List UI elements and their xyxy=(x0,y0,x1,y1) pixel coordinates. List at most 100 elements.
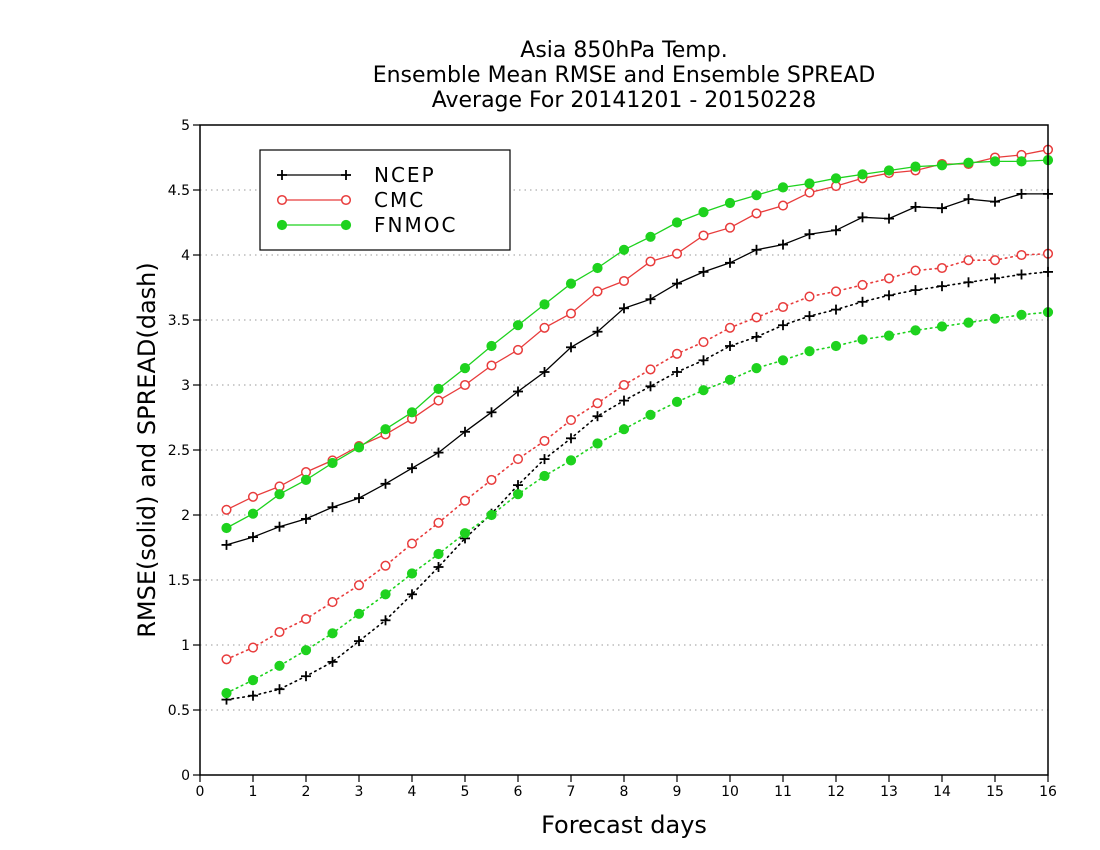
data-point-fnmoc-rmse xyxy=(274,489,285,500)
series-line-cmc-spread xyxy=(225,252,1049,661)
data-point-ncep-spread xyxy=(884,290,894,301)
legend-marker-cmc xyxy=(276,194,288,206)
data-point-ncep-rmse xyxy=(221,539,232,550)
data-point-fnmoc-rmse xyxy=(671,217,683,228)
data-point-ncep-rmse xyxy=(274,521,285,532)
data-point-ncep-spread xyxy=(592,411,603,422)
data-point-ncep-spread xyxy=(831,304,841,315)
x-tick-label: 1 xyxy=(249,784,258,800)
y-tick-label: 0 xyxy=(181,768,190,784)
data-point-ncep-spread xyxy=(778,320,788,331)
data-point-fnmoc-spread xyxy=(989,313,1001,324)
data-point-fnmoc-rmse xyxy=(989,156,1001,167)
data-point-cmc-spread xyxy=(512,454,524,465)
legend-label-fnmoc: FNMOC xyxy=(374,213,457,237)
data-point-cmc-spread xyxy=(645,364,656,375)
data-point-cmc-spread xyxy=(751,312,762,323)
data-point-cmc-rmse xyxy=(486,360,497,371)
data-point-fnmoc-rmse xyxy=(936,160,948,171)
x-tick-label: 12 xyxy=(827,784,845,800)
data-point-cmc-spread xyxy=(565,415,577,426)
data-point-cmc-rmse xyxy=(751,208,762,219)
data-point-ncep-spread xyxy=(725,341,735,351)
data-point-ncep-rmse xyxy=(407,463,417,474)
data-point-cmc-spread xyxy=(300,613,312,625)
data-point-fnmoc-spread xyxy=(486,509,497,521)
data-point-ncep-rmse xyxy=(698,266,709,277)
data-point-ncep-spread xyxy=(274,684,285,695)
data-point-cmc-rmse xyxy=(247,491,259,502)
data-point-cmc-spread xyxy=(406,538,418,549)
data-point-ncep-rmse xyxy=(539,367,550,377)
x-tick-label: 8 xyxy=(620,784,629,800)
data-point-ncep-spread xyxy=(937,281,947,292)
data-point-cmc-spread xyxy=(883,273,895,284)
y-axis-title: RMSE(solid) and SPREAD(dash) xyxy=(133,262,161,638)
x-tick-label: 7 xyxy=(567,784,576,800)
data-point-ncep-spread xyxy=(380,615,391,626)
data-point-fnmoc-rmse xyxy=(512,320,524,331)
data-point-cmc-spread xyxy=(963,255,974,266)
data-point-cmc-spread xyxy=(989,255,1001,266)
series-line-ncep-spread xyxy=(225,271,1049,701)
data-point-fnmoc-spread xyxy=(671,396,683,407)
series-cmc-rmse xyxy=(221,144,1054,515)
data-point-ncep-rmse xyxy=(778,239,788,250)
data-point-cmc-spread xyxy=(804,291,815,302)
data-point-ncep-rmse xyxy=(804,229,815,240)
data-point-fnmoc-rmse xyxy=(486,340,497,352)
data-point-ncep-spread xyxy=(354,636,364,647)
data-point-fnmoc-rmse xyxy=(724,197,736,209)
data-point-fnmoc-rmse xyxy=(777,182,789,193)
data-point-fnmoc-rmse xyxy=(1016,156,1027,167)
x-tick-label: 14 xyxy=(933,784,951,800)
data-point-cmc-rmse xyxy=(592,286,603,297)
data-point-fnmoc-spread xyxy=(1016,309,1027,320)
series-line-fnmoc-spread xyxy=(225,311,1049,694)
data-point-fnmoc-rmse xyxy=(645,231,656,242)
data-point-fnmoc-spread xyxy=(247,675,259,686)
data-point-fnmoc-rmse xyxy=(857,169,868,180)
data-point-ncep-spread xyxy=(1016,269,1027,280)
data-point-ncep-rmse xyxy=(645,294,656,305)
x-tick-label: 13 xyxy=(880,784,898,800)
data-point-fnmoc-spread xyxy=(327,628,338,639)
data-point-fnmoc-spread xyxy=(565,455,577,466)
data-point-ncep-rmse xyxy=(433,447,444,458)
y-tick-label: 2.5 xyxy=(168,443,190,459)
data-point-ncep-spread xyxy=(539,454,550,465)
data-point-ncep-spread xyxy=(990,273,1000,284)
data-point-fnmoc-spread xyxy=(777,355,789,366)
data-point-fnmoc-spread xyxy=(274,660,285,671)
legend-label-ncep: NCEP xyxy=(374,163,436,187)
data-point-cmc-rmse xyxy=(777,200,789,211)
data-point-ncep-spread xyxy=(857,296,868,307)
data-point-cmc-rmse xyxy=(512,344,524,355)
legend-marker-fnmoc xyxy=(340,219,352,231)
data-point-cmc-spread xyxy=(459,495,471,506)
data-point-ncep-spread xyxy=(433,562,444,572)
data-point-fnmoc-rmse xyxy=(618,244,630,255)
series-ncep-rmse xyxy=(221,188,1053,550)
x-tick-label: 11 xyxy=(774,784,792,800)
data-point-cmc-spread xyxy=(857,279,868,290)
y-tick-label: 5 xyxy=(181,118,190,134)
data-point-ncep-rmse xyxy=(592,326,603,337)
data-point-ncep-spread xyxy=(645,381,656,392)
data-point-ncep-rmse xyxy=(937,203,947,214)
data-point-ncep-spread xyxy=(804,311,815,322)
data-point-cmc-spread xyxy=(724,322,736,333)
data-point-cmc-spread xyxy=(247,642,259,653)
data-point-ncep-rmse xyxy=(513,386,523,397)
x-tick-label: 0 xyxy=(196,784,205,800)
data-point-ncep-spread xyxy=(327,656,338,667)
x-tick-label: 10 xyxy=(721,784,739,800)
data-point-ncep-spread xyxy=(566,433,576,444)
data-point-ncep-rmse xyxy=(566,342,576,353)
data-point-fnmoc-spread xyxy=(910,325,921,336)
data-point-cmc-spread xyxy=(936,262,948,274)
data-point-fnmoc-rmse xyxy=(751,190,762,201)
data-point-fnmoc-rmse xyxy=(353,442,365,453)
data-point-fnmoc-rmse xyxy=(565,278,577,289)
